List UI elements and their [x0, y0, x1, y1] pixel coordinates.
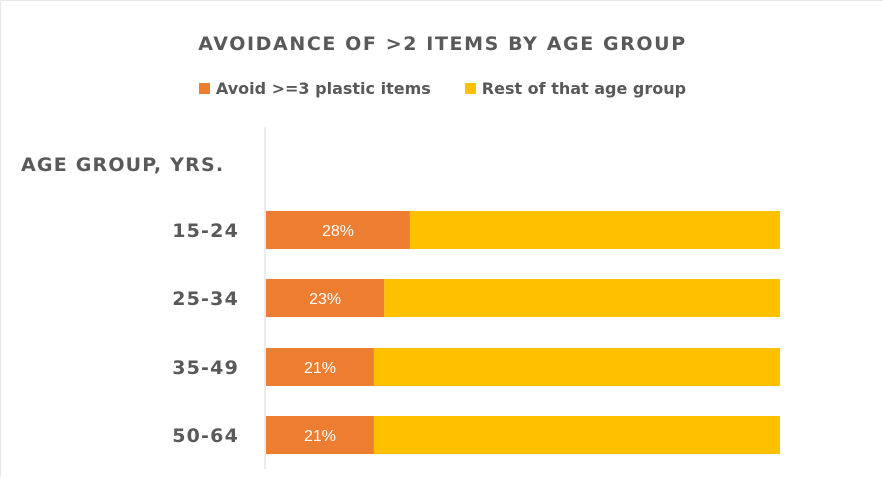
- legend-label-series-2: Rest of that age group: [481, 79, 687, 98]
- data-label: 28%: [322, 223, 354, 240]
- legend-item-series-2: Rest of that age group: [464, 79, 687, 98]
- legend: Avoid >=3 plastic items Rest of that age…: [1, 79, 883, 98]
- category-label: 50-64: [172, 425, 239, 447]
- bar-segment-series-2: [373, 416, 780, 454]
- bar-segment-series-1: [266, 416, 374, 454]
- data-label: 21%: [304, 360, 336, 377]
- legend-label-series-1: Avoid >=3 plastic items: [215, 79, 431, 98]
- category-label: 25-34: [172, 288, 239, 310]
- chart-title: AVOIDANCE OF >2 ITEMS BY AGE GROUP: [198, 33, 687, 55]
- bar-segment-series-2: [409, 211, 780, 249]
- data-label: 21%: [304, 428, 336, 445]
- legend-item-series-1: Avoid >=3 plastic items: [198, 79, 431, 98]
- legend-swatch-series-2: [464, 83, 476, 94]
- bar-segment-series-1: [266, 211, 410, 249]
- bar-segment-series-2: [384, 279, 780, 317]
- bar-segment-series-1: [266, 348, 374, 386]
- bar-segment-series-2: [373, 348, 780, 386]
- legend-swatch-series-1: [198, 83, 210, 94]
- data-label: 23%: [309, 291, 341, 308]
- bar-segment-series-1: [266, 279, 385, 317]
- category-label: 15-24: [172, 220, 239, 242]
- category-label: 35-49: [172, 357, 239, 379]
- y-axis-title: AGE GROUP, YRS.: [21, 154, 224, 176]
